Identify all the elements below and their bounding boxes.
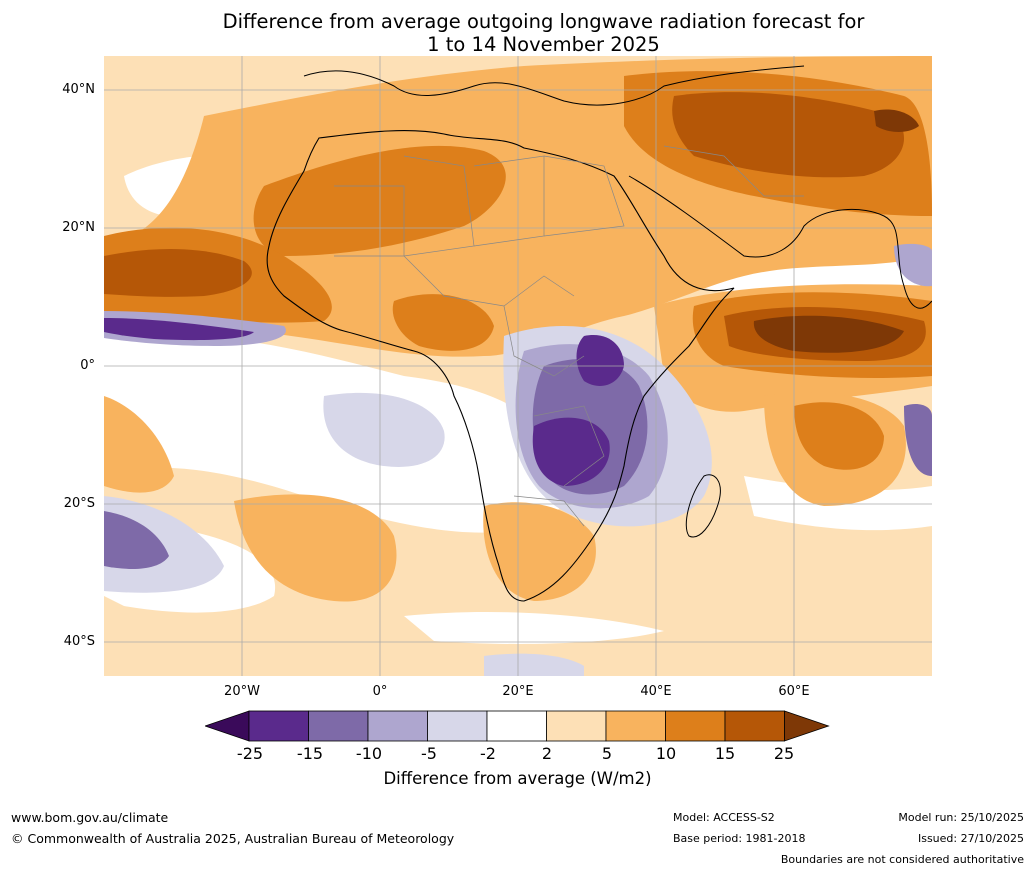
colorbar-tick: 5 — [601, 744, 613, 763]
colorbar-tick: 10 — [655, 744, 677, 763]
anomaly-purple-atlantic-core — [104, 318, 254, 341]
country-borders — [334, 145, 804, 527]
olr-anomaly-map — [104, 56, 932, 676]
footer-base-period: Base period: 1981-2018 — [673, 832, 806, 845]
lon-label-60e: 60°E — [778, 684, 810, 699]
colorbar-cell — [308, 710, 369, 742]
colorbar-tick: -25 — [236, 744, 264, 763]
footer-copyright: © Commonwealth of Australia 2025, Austra… — [11, 831, 455, 846]
anomaly-purple-east-edge — [904, 404, 932, 476]
title-line-2: 1 to 14 November 2025 — [427, 33, 660, 56]
lon-label-40e: 40°E — [640, 684, 672, 699]
lon-label-0: 0° — [372, 684, 388, 699]
anomaly-brown-25-asia-core — [874, 109, 919, 132]
anomaly-orange-10-gulf-of-guinea — [392, 294, 494, 351]
lat-label-20s: 20°S — [63, 496, 95, 511]
anomaly-orange-5-west-edge — [104, 396, 174, 493]
colorbar-tick: -10 — [355, 744, 383, 763]
anomaly-purple-south-strip — [484, 653, 584, 676]
colorbar-cell — [248, 710, 309, 742]
colorbar-arrow-high — [784, 710, 830, 742]
anomaly-brown-15-sahel — [104, 249, 252, 297]
anomaly-brown-25-arabian-sea-core — [753, 315, 904, 353]
arabia-coastline — [628, 175, 932, 309]
lon-label-20w: 20°W — [224, 684, 260, 699]
lat-label-40s: 40°S — [63, 634, 95, 649]
colorbar-tick: 25 — [773, 744, 795, 763]
colorbar-cell — [546, 710, 607, 742]
colorbar-cell — [427, 710, 488, 742]
colorbar-tick: -15 — [296, 744, 324, 763]
madagascar-coastline — [685, 474, 721, 538]
anomaly-purple-15-lake-victoria — [576, 335, 624, 386]
footer-model-run: Model run: 25/10/2025 — [898, 811, 1024, 824]
gridlines — [104, 56, 932, 676]
anomaly-white-south — [404, 611, 664, 644]
chart-title: Difference from average outgoing longwav… — [0, 10, 1035, 56]
footer-url[interactable]: www.bom.gov.au/climate — [11, 810, 169, 825]
lon-label-20e: 20°E — [502, 684, 534, 699]
footer-model: Model: ACCESS-S2 — [673, 811, 775, 824]
colorbar — [205, 710, 830, 742]
colorbar-cell — [665, 710, 726, 742]
anomaly-purple-southwest-core — [104, 511, 169, 569]
anomaly-orange-10-indian-ocean — [794, 402, 884, 470]
title-line-1: Difference from average outgoing longwav… — [222, 10, 865, 33]
colorbar-cell — [486, 710, 547, 742]
colorbar-tick: -2 — [480, 744, 496, 763]
anomaly-purple-2-south-atlantic — [323, 392, 445, 467]
anomaly-brown-15-asia — [672, 92, 904, 178]
lat-label-20n: 20°N — [62, 220, 95, 235]
colorbar-cell — [724, 710, 785, 742]
colorbar-tick: 2 — [541, 744, 553, 763]
colorbar-tick: 15 — [714, 744, 736, 763]
colorbar-cell — [367, 710, 428, 742]
anomaly-orange-5-southern-africa — [483, 502, 596, 601]
europe-coastline — [303, 65, 805, 106]
colorbar-arrow-low — [205, 710, 250, 742]
lat-label-40n: 40°N — [62, 82, 95, 97]
lat-label-0: 0° — [80, 358, 95, 373]
anomaly-purple-15-east-africa — [532, 417, 610, 486]
colorbar-cell — [605, 710, 666, 742]
colorbar-tick: -5 — [421, 744, 437, 763]
anomaly-orange-5-south-atlantic — [234, 494, 397, 602]
footer-issued: Issued: 27/10/2025 — [917, 832, 1024, 845]
anomaly-purple-india-west — [894, 243, 932, 287]
footer-disclaimer: Boundaries are not considered authoritat… — [780, 853, 1024, 866]
colorbar-label: Difference from average (W/m2) — [383, 769, 652, 788]
